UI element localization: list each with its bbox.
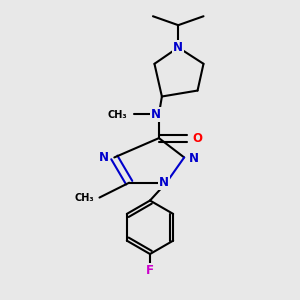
Text: N: N — [159, 176, 169, 189]
Text: F: F — [146, 264, 154, 277]
Text: N: N — [189, 152, 199, 165]
Text: O: O — [193, 132, 202, 145]
Text: CH₃: CH₃ — [107, 110, 127, 120]
Text: N: N — [173, 41, 183, 54]
Text: CH₃: CH₃ — [74, 194, 94, 203]
Text: N: N — [151, 108, 161, 121]
Text: N: N — [99, 151, 109, 164]
